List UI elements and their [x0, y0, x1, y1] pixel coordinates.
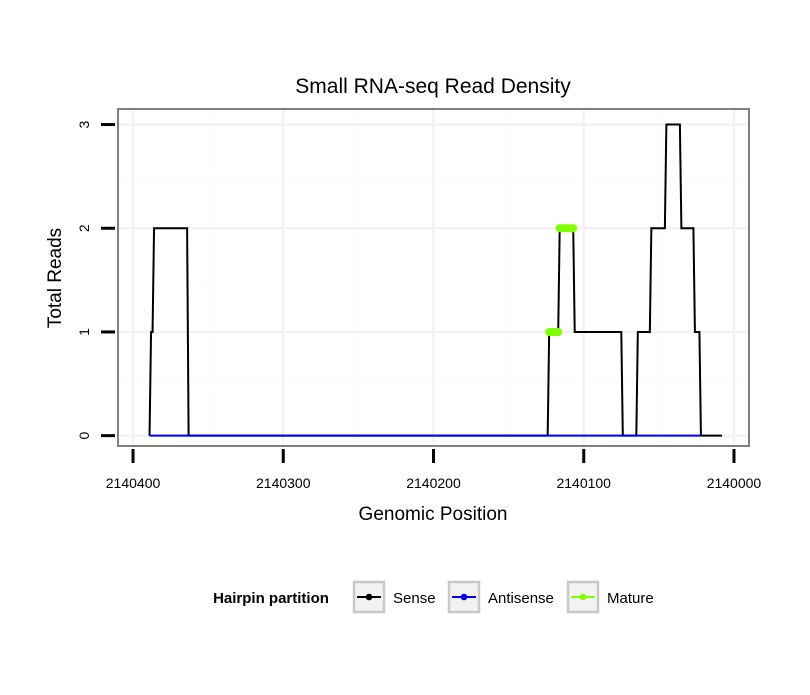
y-axis: 0 1 2 3	[76, 120, 115, 440]
y-tick-label: 2	[76, 224, 92, 232]
legend-point-antisense	[460, 593, 468, 601]
legend-point-sense	[365, 593, 373, 601]
y-tick-label: 3	[76, 120, 92, 128]
legend-label-mature: Mature	[607, 590, 654, 607]
plot-border	[117, 108, 750, 447]
x-tick-label: 2140300	[256, 475, 311, 491]
legend: Hairpin partition Sense Antisense Mature	[213, 580, 654, 614]
chart-title: Small RNA-seq Read Density	[295, 75, 571, 98]
x-tick-label: 2140100	[556, 475, 611, 491]
x-tick-label: 2140000	[707, 475, 762, 491]
y-axis-label: Total Reads	[45, 228, 66, 328]
y-tick-label: 1	[76, 328, 92, 336]
series-layer	[148, 123, 722, 437]
legend-title: Hairpin partition	[213, 590, 329, 607]
legend-point-mature	[579, 593, 587, 601]
legend-item-antisense: Antisense	[447, 580, 554, 614]
x-axis-label: Genomic Position	[359, 504, 508, 525]
y-tick-label: 0	[76, 432, 92, 440]
x-tick-label: 2140400	[106, 475, 161, 491]
x-tick-label: 2140200	[406, 475, 461, 491]
x-axis: 2140400 2140300 2140200 2140100 2140000	[106, 449, 762, 491]
legend-item-mature: Mature	[566, 580, 654, 614]
legend-item-sense: Sense	[352, 580, 436, 614]
legend-label-antisense: Antisense	[488, 590, 554, 607]
legend-label-sense: Sense	[393, 590, 436, 607]
